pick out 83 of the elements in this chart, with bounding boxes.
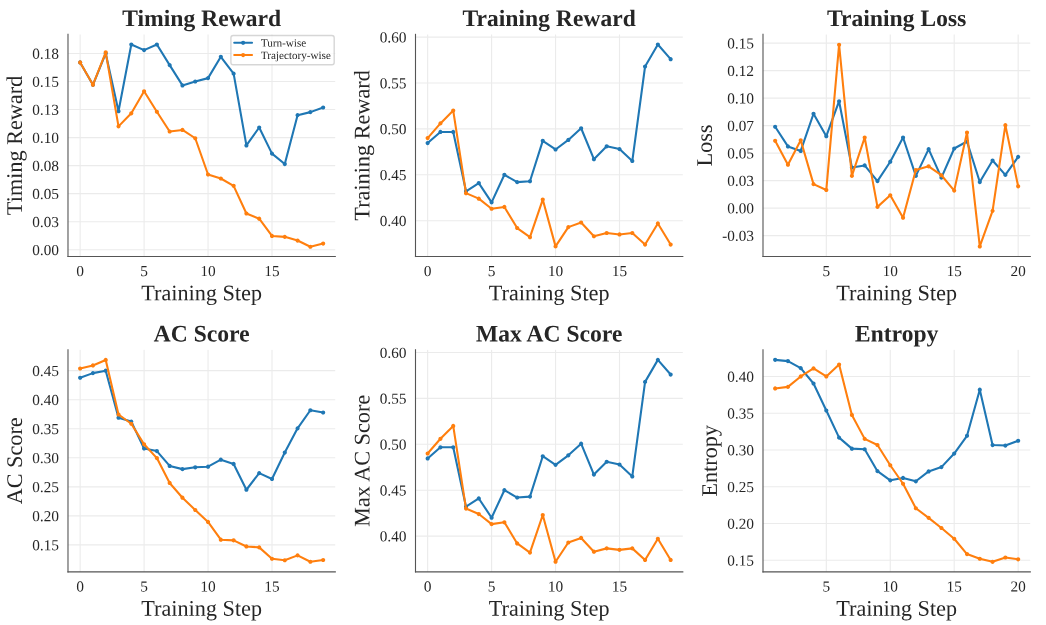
x-tick-label: 15 [265,581,280,592]
y-tick-label: 0.13 [32,104,59,116]
y-tick-label: 0.07 [727,120,754,132]
x-tick-label: 0 [76,265,84,277]
y-tick-label: 0.20 [727,518,754,530]
y-tick-label: 0.60 [380,32,406,43]
x-tick-label: 15 [265,266,280,277]
y-tick-label: 0.25 [727,481,754,493]
x-tick-label: 20 [1011,581,1026,592]
y-tick-label: 0.03 [727,175,754,187]
chart-title: Max AC Score [476,325,622,342]
x-tick-label: 0 [76,581,84,592]
y-tick-label: 0.00 [727,203,754,214]
chart-title: Training Loss [827,9,966,32]
y-tick-label: 0.50 [380,439,406,450]
y-tick-label: 0.60 [380,347,406,359]
y-tick-label: 0.35 [727,408,754,419]
x-tick-label: 20 [1011,265,1026,277]
legend-label: Turn-wise [261,39,306,47]
y-tick-label: 0.18 [32,48,59,59]
y-tick-label: 0.10 [727,93,754,104]
x-axis-title: Training Step [836,600,957,621]
y-tick-label: 0.45 [380,169,406,181]
y-tick-label: 0.55 [380,393,406,404]
x-tick-label: 15 [947,266,962,277]
y-tick-label: 0.45 [380,485,406,496]
y-tick-label: 0.05 [32,188,59,200]
legend-label: Trajectory-wise [261,51,331,62]
x-tick-label: 10 [201,265,216,277]
chart-title: Training Reward [462,9,636,32]
x-tick-label: 10 [549,581,563,592]
y-tick-label: 0.30 [32,452,59,464]
y-tick-label: 0.25 [32,481,59,493]
y-axis-title: Training Reward [353,70,375,221]
chart-title: AC Score [153,325,250,342]
y-axis-title: Loss [697,125,713,166]
x-tick-label: 10 [549,265,563,277]
x-tick-label: 15 [613,266,627,277]
y-tick-label: 0.40 [380,215,406,227]
y-tick-label: 0.45 [32,365,59,377]
y-tick-label: 0.05 [727,148,754,159]
y-tick-label: 0.12 [727,65,754,77]
x-tick-label: 10 [883,265,898,277]
x-axis-title: Training Step [141,285,262,306]
x-tick-label: 0 [424,581,431,592]
y-tick-label: 0.50 [380,124,406,135]
x-axis-title: Training Step [141,600,262,621]
y-axis-title: Entropy [702,425,722,496]
x-tick-label: 5 [823,581,830,592]
x-tick-label: 5 [488,581,495,592]
x-tick-label: 15 [613,581,627,592]
y-tick-label: 0.55 [380,78,406,89]
x-tick-label: 0 [424,265,431,277]
y-tick-label: -0.03 [722,230,754,242]
y-tick-label: 0.10 [32,132,59,144]
y-axis-title: Max AC Score [354,395,370,527]
y-axis-title: Timing Reward [6,76,27,215]
x-tick-label: 5 [141,266,148,277]
y-axis-title: AC Score [7,418,23,505]
y-tick-label: 0.35 [32,423,59,435]
x-tick-label: 5 [488,266,495,277]
y-tick-label: 0.15 [32,76,59,88]
y-tick-label: 0.40 [380,531,406,542]
x-tick-label: 10 [201,581,216,592]
x-tick-label: 10 [883,581,898,592]
x-axis-title: Training Step [489,600,609,621]
y-tick-label: 0.40 [727,371,754,382]
x-axis-title: Training Step [836,285,957,306]
x-tick-label: 15 [947,581,962,592]
x-tick-label: 5 [823,266,830,277]
y-tick-label: 0.00 [32,244,59,256]
y-tick-label: 0.15 [32,540,59,551]
y-tick-label: 0.30 [727,445,754,456]
y-tick-label: 0.15 [727,38,754,49]
chart-title: Entropy [855,325,939,347]
y-tick-label: 0.15 [727,555,754,566]
chart-title: Timing Reward [122,9,281,32]
x-axis-title: Training Step [489,285,609,306]
x-tick-label: 5 [141,581,148,592]
y-tick-label: 0.20 [32,511,59,522]
y-tick-label: 0.40 [32,394,59,406]
y-tick-label: 0.08 [32,160,59,172]
y-tick-label: 0.03 [32,216,59,228]
